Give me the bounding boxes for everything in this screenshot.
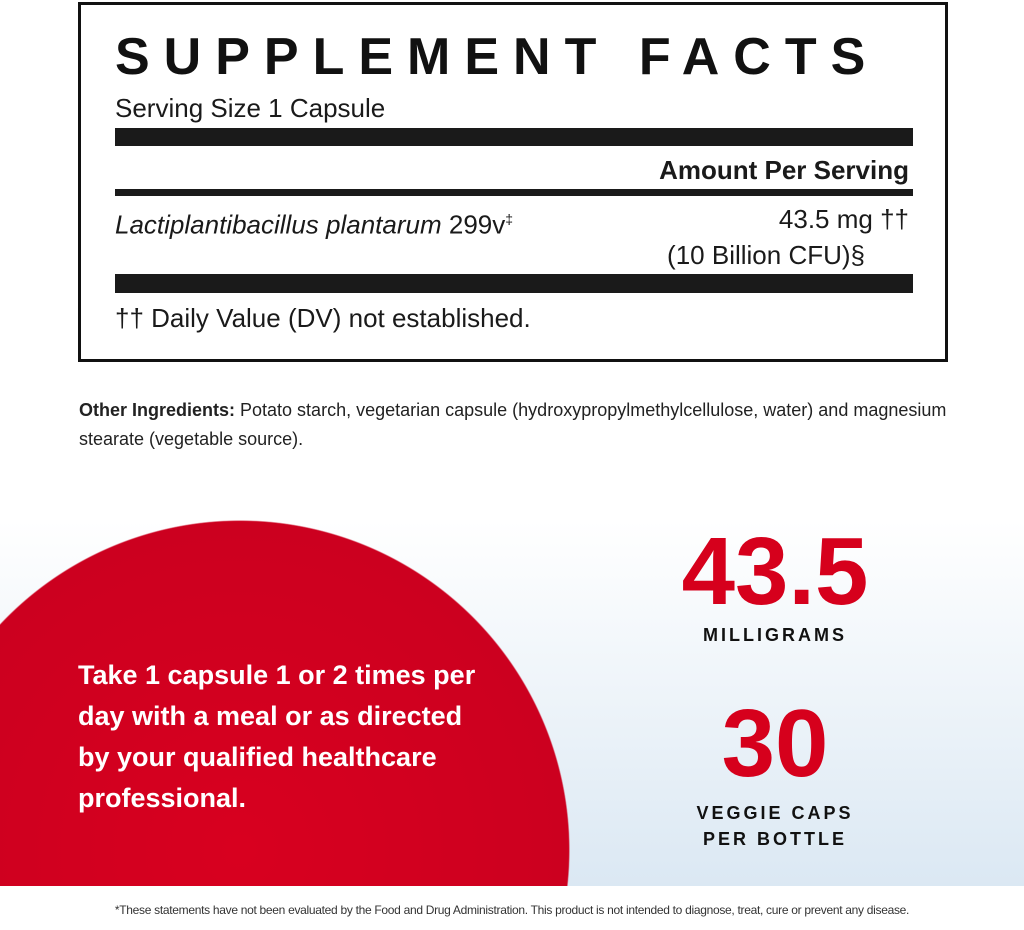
- facts-title: SUPPLEMENT FACTS: [115, 28, 880, 86]
- other-ingredients-text: Potato starch, vegetarian capsule (hydro…: [79, 400, 947, 449]
- ingredient-row: Lactiplantibacillus plantarum 299v‡: [115, 203, 513, 241]
- divider-thin: [115, 189, 913, 196]
- red-circle: [0, 480, 1024, 886]
- directions: Take 1 capsule 1 or 2 times per day with…: [78, 660, 476, 813]
- fda-disclaimer: *These statements have not been evaluate…: [114, 903, 910, 917]
- stat-caps-value: 30: [721, 690, 829, 797]
- promo-panel: Take 1 capsule 1 or 2 times per day with…: [0, 480, 1024, 886]
- ingredient-cfu: (10 Billion CFU)§: [667, 240, 865, 270]
- stat-milligrams-value: 43.5: [681, 518, 869, 625]
- amount-header: Amount Per Serving: [659, 155, 909, 185]
- divider-thick: [115, 274, 913, 293]
- ingredient-name: Lactiplantibacillus plantarum: [115, 209, 442, 240]
- stat-caps-label-1: VEGGIE CAPS: [696, 803, 854, 823]
- divider-thick: [115, 128, 913, 146]
- serving-size: Serving Size 1 Capsule: [115, 93, 386, 123]
- dv-note: †† Daily Value (DV) not established.: [115, 303, 531, 333]
- ingredient-mark: ‡: [505, 211, 514, 227]
- other-ingredients: Other Ingredients: Potato starch, vegeta…: [79, 396, 979, 454]
- stat-caps-label-2: PER BOTTLE: [702, 829, 847, 849]
- ingredient-strain: 299v: [448, 209, 506, 240]
- stat-milligrams-label: MILLIGRAMS: [703, 625, 847, 645]
- supplement-facts-panel: SUPPLEMENT FACTS Serving Size 1 Capsule …: [78, 2, 948, 362]
- ingredient-amount: 43.5 mg ††: [778, 204, 909, 234]
- other-ingredients-label: Other Ingredients:: [79, 400, 236, 420]
